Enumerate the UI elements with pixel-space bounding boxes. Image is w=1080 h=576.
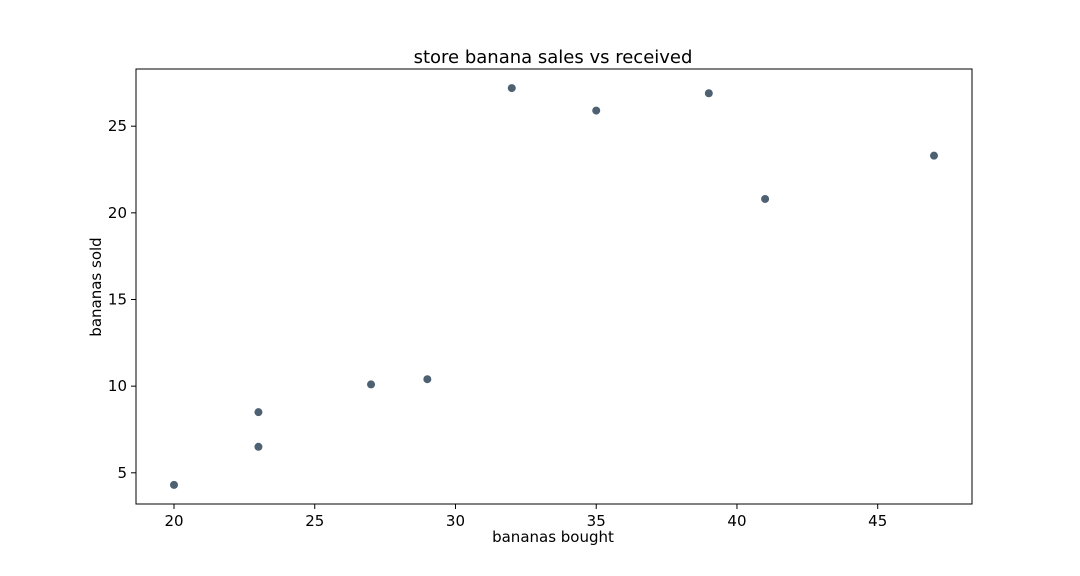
x-axis-label: bananas bought xyxy=(492,528,614,546)
y-tick-label: 15 xyxy=(108,290,127,308)
scatter-point xyxy=(170,480,178,489)
x-tick-label: 25 xyxy=(305,512,324,530)
x-tick-label: 30 xyxy=(446,512,465,530)
y-tick-label: 5 xyxy=(117,464,127,482)
y-tick-label: 20 xyxy=(108,204,127,222)
plot-frame xyxy=(135,68,973,505)
y-tick-label: 10 xyxy=(108,377,127,395)
scatter-point xyxy=(254,408,263,417)
scatter-point xyxy=(592,106,601,115)
y-axis-label: bananas sold xyxy=(87,237,105,336)
scatter-point xyxy=(930,151,938,160)
x-tick-label: 20 xyxy=(164,512,183,530)
chart-title: store banana sales vs received xyxy=(414,47,693,68)
scatter-point xyxy=(704,89,713,98)
x-tick-label: 40 xyxy=(727,512,746,530)
scatter-point xyxy=(367,380,376,389)
scatter-point xyxy=(761,194,770,203)
y-tick-label: 25 xyxy=(108,117,127,135)
data-points xyxy=(170,84,938,489)
scatter-point xyxy=(507,84,516,93)
y-axis-ticks: 5 10 15 20 25 xyxy=(108,117,136,482)
x-axis-ticks: 20 25 30 35 40 45 xyxy=(164,504,887,530)
scatter-point xyxy=(423,375,432,384)
x-tick-label: 35 xyxy=(587,512,606,530)
x-tick-label: 45 xyxy=(868,512,887,530)
scatter-point xyxy=(254,442,263,451)
